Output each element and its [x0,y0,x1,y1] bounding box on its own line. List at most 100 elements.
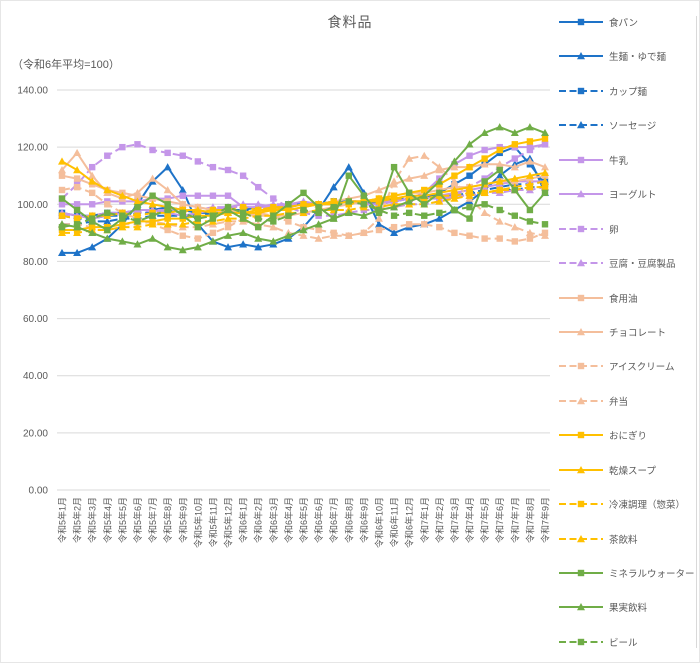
series-marker-12 [481,155,488,162]
series-marker-10 [88,189,96,197]
series-marker-17 [344,208,353,217]
series-marker-9 [495,160,504,168]
legend-item-17[interactable]: 果実飲料 [558,601,696,614]
x-axis-tick-label: 令和5年9月 [177,497,188,543]
legend-item-5[interactable]: ヨーグルト [558,188,696,201]
series-marker-16 [58,195,66,202]
series-marker-6 [164,149,171,157]
series-marker-16 [315,203,322,211]
legend-item-15[interactable]: 茶飲料 [558,533,696,546]
series-marker-15 [525,180,534,188]
series-marker-11 [480,208,489,217]
x-axis-tick-label: 令和5年6月 [132,497,143,543]
series-marker-9 [58,166,66,174]
x-axis-tick-label: 令和6年12月 [404,497,415,548]
legend-item-3[interactable]: ソーセージ [558,119,696,132]
legend-item-4[interactable]: 牛乳 [558,154,696,167]
y-axis-tick-label: 140.00 [17,86,48,97]
series-marker-17 [208,237,217,245]
legend-item-12[interactable]: おにぎり [558,429,696,442]
series-marker-6 [88,163,96,171]
series-marker-15 [118,223,127,231]
series-marker-10 [436,223,443,231]
legend-square-swatch-icon [559,432,603,439]
series-marker-1 [163,163,172,171]
legend-triangle-swatch-icon [559,121,603,129]
series-marker-1 [73,248,82,257]
x-axis-tick-label: 令和6年7月 [328,497,339,543]
series-marker-10 [390,223,398,231]
series-marker-9 [148,174,157,182]
series-marker-10 [58,186,66,194]
series-marker-1 [495,171,504,179]
series-marker-16 [421,201,428,208]
legend-item-14[interactable]: 冷凍調理（惣菜） [558,498,696,511]
series-marker-11 [390,177,399,185]
series-marker-4 [209,192,217,199]
series-marker-16 [436,189,443,197]
series-marker-6 [270,195,277,202]
legend-triangle-swatch-icon [559,534,603,542]
series-marker-13 [148,200,157,208]
series-marker-13 [450,186,459,194]
series-marker-17 [299,226,308,234]
series-marker-13 [495,177,504,185]
series-marker-18 [526,218,534,225]
legend-triangle-swatch-icon [559,465,603,473]
series-marker-10 [194,235,202,242]
legend-item-1[interactable]: 生麺・ゆで麺 [558,50,696,63]
series-marker-12 [451,172,458,179]
series-marker-14 [255,206,262,214]
legend-triangle-swatch-icon [559,396,603,405]
legend-item-8[interactable]: 食用油 [558,292,696,305]
series-marker-16 [466,215,473,222]
legend-triangle-swatch-icon [559,52,603,60]
series-marker-17 [148,234,157,242]
y-axis-tick-label: 60.00 [23,314,48,325]
series-marker-13 [525,171,534,179]
series-marker-17 [133,240,142,248]
legend-item-11[interactable]: 弁当 [558,395,696,408]
series-marker-1 [224,243,233,251]
series-marker-13 [73,166,82,174]
series-marker-17 [193,243,202,251]
x-axis-tick-label: 令和7年1月 [419,497,430,543]
legend-item-0[interactable]: 食パン [558,16,696,29]
series-marker-17 [224,231,233,239]
legend-item-9[interactable]: チョコレート [558,326,696,339]
series-marker-16 [390,163,398,171]
series-marker-12 [511,141,519,148]
series-marker-18 [345,198,352,205]
series-marker-17 [480,128,489,137]
series-marker-15 [465,191,474,199]
series-marker-14 [300,201,307,208]
series-marker-10 [451,229,458,237]
legend-item-2[interactable]: カップ麺 [558,85,696,98]
series-marker-15 [148,220,157,228]
series-marker-6 [179,152,186,159]
legend-item-18[interactable]: ビール [558,636,696,649]
series-marker-15 [435,197,444,205]
legend-item-6[interactable]: 卵 [558,223,696,236]
y-axis-tick-label: 0.00 [29,486,49,497]
series-marker-17 [178,246,187,254]
legend-item-16[interactable]: ミネラルウォーター [558,567,696,580]
series-marker-18 [481,201,488,208]
series-marker-13 [118,191,127,199]
legend-square-swatch-icon [559,156,603,163]
series-marker-17 [541,128,549,137]
series-marker-1 [88,243,97,251]
x-axis-tick-label: 令和5年3月 [87,497,98,543]
series-marker-15 [450,194,459,202]
series-marker-6 [149,146,156,154]
x-axis-tick-label: 令和7年6月 [494,497,505,543]
series-marker-18 [255,215,262,222]
series-marker-18 [285,212,292,219]
legend-item-7[interactable]: 豆腐・豆腐製品 [558,257,696,270]
legend-item-13[interactable]: 乾燥スープ [558,464,696,477]
series-marker-11 [359,228,368,237]
legend-item-10[interactable]: アイスクリーム [558,360,696,373]
legend-square-swatch-icon [559,569,603,577]
x-axis-tick-label: 令和7年2月 [434,497,445,543]
